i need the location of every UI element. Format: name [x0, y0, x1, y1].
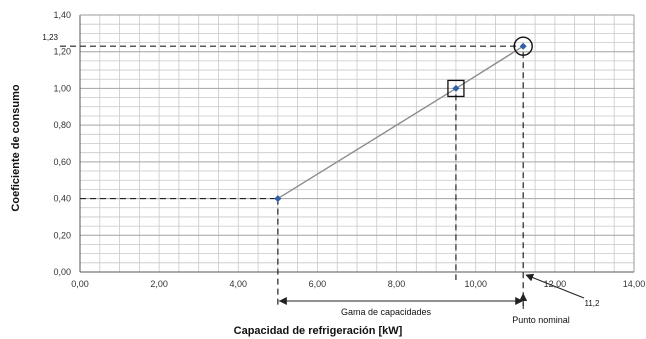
series-layer — [274, 36, 533, 203]
y-tick-label: 0,40 — [53, 194, 71, 204]
nominal-point-circle-marker — [513, 36, 533, 56]
range-arrow-left-head — [278, 297, 287, 305]
series-line — [277, 45, 524, 200]
range-label: Gama de capacidades — [341, 307, 432, 317]
x-axis-title: Capacidad de refrigeración [kW] — [234, 325, 403, 337]
x-tick-label: 10,00 — [464, 279, 487, 289]
y-tick-label: 0,60 — [53, 157, 71, 167]
nominal-label: Punto nominal — [512, 315, 570, 325]
data-point — [274, 195, 282, 203]
x-value-label: 11,2 — [585, 299, 601, 308]
x-tick-label: 14,00 — [623, 279, 646, 289]
annotations: 1,23 11,2 Gama de capacidades Punto nomi… — [10, 33, 600, 337]
y-tick-label: 1,20 — [53, 47, 71, 57]
axes — [79, 14, 635, 273]
data-point — [519, 42, 527, 50]
dashed-guides — [60, 45, 585, 309]
x-tick-label: 8,00 — [388, 279, 406, 289]
x-tick-label: 4,00 — [230, 279, 248, 289]
tick-labels: 0,00 2,00 4,00 6,00 8,00 10,00 12,00 14,00 0,00 0… — [53, 10, 645, 289]
y-tick-label: 0,20 — [53, 230, 71, 240]
x-tick-label: 6,00 — [309, 279, 327, 289]
y-tick-label: 1,00 — [53, 83, 71, 93]
gridlines — [79, 14, 635, 273]
x-tick-label: 0,00 — [71, 279, 89, 289]
y-tick-label: 1,40 — [53, 10, 71, 20]
x-tick-label: 2,00 — [150, 279, 168, 289]
y-tick-label: 0,80 — [53, 120, 71, 130]
x-tick-label: 12,00 — [544, 279, 567, 289]
y-value-label: 1,23 — [42, 33, 58, 42]
mid-point-square-marker — [447, 79, 465, 98]
y-axis-title: Coeficiente de consumo — [10, 84, 22, 211]
data-point — [452, 84, 460, 92]
x-value-arrow — [525, 273, 585, 299]
y-tick-label: 0,00 — [53, 267, 71, 277]
